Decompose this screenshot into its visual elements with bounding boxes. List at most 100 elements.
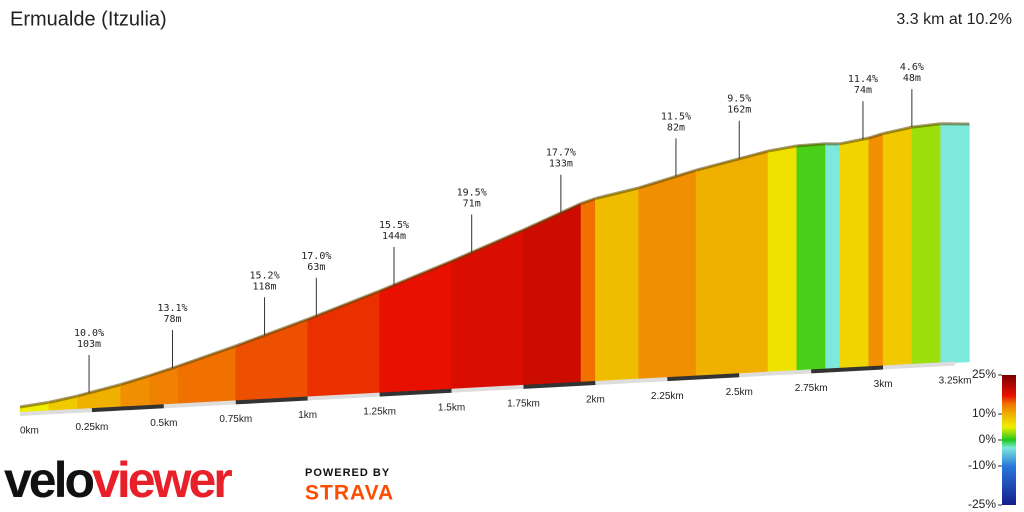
gradient-segment (77, 384, 121, 411)
profile-edge (450, 228, 525, 263)
annotation-grade: 17.0% (301, 251, 331, 262)
annotation-grade: 11.4% (848, 74, 878, 85)
profile-edge (580, 197, 596, 205)
profile-edge (307, 289, 381, 321)
profile-edge (882, 125, 913, 136)
axis-band (811, 365, 884, 374)
gradient-segment (595, 187, 639, 383)
annotation-length: 71m (463, 198, 481, 209)
axis-band (163, 400, 236, 409)
chart-title: Ermualde (Itzulia) (10, 8, 167, 30)
profile-edge (695, 149, 769, 172)
profile-edge (77, 383, 122, 398)
x-tick-label: 0km (20, 426, 39, 437)
x-tick-label: 1.25km (363, 406, 396, 417)
gradient-segment (767, 145, 798, 373)
x-tick-label: 1.75km (507, 399, 540, 410)
annotation-grade: 4.6% (900, 62, 924, 73)
gradient-segment (451, 229, 524, 391)
annotation-grade: 15.5% (379, 220, 409, 231)
profile-edge (48, 394, 78, 404)
x-tick-label: 3.25km (939, 375, 972, 386)
axis-band (91, 404, 164, 413)
profile-edge (177, 344, 237, 368)
axis-band (595, 377, 668, 385)
gradient-segment (695, 150, 769, 377)
logo-viewer: viewer (92, 452, 232, 508)
gradient-segment (868, 133, 884, 368)
legend-tick-label: 25% (972, 367, 996, 381)
x-tick-label: 0.5km (150, 418, 177, 429)
annotation-length: 78m (163, 314, 181, 325)
gradient-segment (839, 137, 869, 370)
x-tick-label: 2.75km (795, 383, 828, 394)
profile-edge (839, 136, 870, 146)
profile-edge (767, 144, 798, 153)
annotation-length: 103m (77, 339, 101, 350)
axis-band (307, 392, 380, 401)
annotation-length: 82m (667, 122, 685, 133)
annotation-grade: 15.2% (249, 270, 279, 281)
profile-edge (148, 364, 179, 378)
axis-band (667, 373, 740, 382)
legend-tick-label: 0% (979, 432, 997, 446)
annotation-length: 162m (727, 105, 751, 116)
gradient-segment (911, 123, 941, 366)
annotation-length: 118m (252, 281, 276, 292)
annotation-grade: 13.1% (157, 303, 187, 314)
gradient-segment (940, 123, 970, 364)
axis-band (523, 381, 596, 389)
gradient-segment (825, 143, 841, 370)
logo: veloviewer POWERED BY STRAVA (4, 452, 393, 508)
profile-edge (638, 168, 697, 190)
x-tick-label: 2.5km (726, 387, 753, 398)
profile-edge (522, 202, 582, 232)
legend-tick-label: -10% (968, 458, 996, 472)
profile-edge (911, 122, 941, 129)
profile-edge (595, 186, 639, 200)
profile-edge (796, 142, 826, 148)
logo-text: veloviewer (4, 452, 232, 508)
gradient-segment (796, 143, 826, 372)
legend-tick-label: -25% (968, 497, 996, 511)
annotation-length: 63m (307, 262, 325, 273)
axis-band (451, 384, 524, 393)
gradient-segment (580, 198, 596, 384)
x-tick-label: 0.75km (219, 414, 252, 425)
annotation-length: 144m (382, 231, 406, 242)
annotation-grade: 19.5% (457, 187, 487, 198)
annotation-grade: 17.7% (546, 148, 576, 159)
profile-edge (120, 374, 150, 386)
axis-band (882, 361, 956, 370)
profile-edge (19, 400, 50, 409)
annotation-grade: 10.0% (74, 328, 104, 339)
axis-band (235, 396, 308, 405)
color-legend (1002, 375, 1016, 505)
gradient-segment (638, 169, 697, 380)
x-tick-label: 1.5km (438, 402, 465, 413)
gradient-segment (379, 260, 452, 394)
annotation-grade: 9.5% (727, 94, 751, 105)
axis-band (379, 388, 452, 397)
annotation-length: 48m (903, 73, 921, 84)
legend-tick-label: 10% (972, 406, 996, 420)
gradient-segment (523, 203, 582, 387)
x-tick-label: 2km (586, 395, 605, 406)
profile-edge (235, 317, 309, 348)
axis-band (739, 369, 812, 378)
gradient-segment (882, 126, 913, 367)
chart-subtitle: 3.3 km at 10.2% (896, 11, 1012, 28)
x-tick-label: 1km (298, 410, 317, 421)
logo-velo: velo (4, 452, 94, 508)
axis-band (19, 408, 93, 416)
x-tick-label: 2.25km (651, 391, 684, 402)
profile-edge (379, 259, 453, 293)
annotation-length: 133m (549, 159, 573, 170)
profile-edge (868, 132, 884, 140)
gradient-segment (307, 290, 380, 398)
annotation-length: 74m (854, 85, 872, 96)
x-tick-label: 0.25km (76, 422, 109, 433)
powered-by: POWERED BY (305, 467, 390, 479)
annotation-grade: 11.5% (661, 111, 691, 122)
